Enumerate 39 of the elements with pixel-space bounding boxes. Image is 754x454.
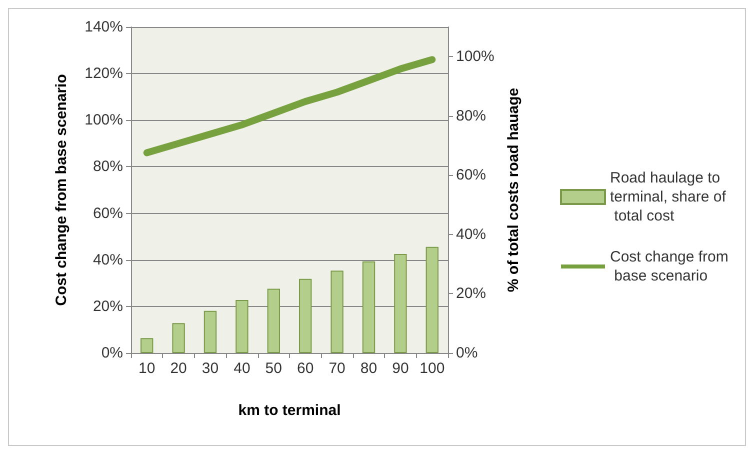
x-axis-title: km to terminal (238, 402, 341, 419)
y2-tick-label: 0% (456, 344, 478, 362)
x-tick-label: 90 (392, 360, 409, 377)
y-tick-label: 80% (92, 158, 123, 176)
bar (267, 288, 280, 353)
x-tick-label: 20 (170, 360, 187, 377)
bar (394, 254, 407, 353)
bar (426, 246, 438, 353)
y-tick-label: 40% (92, 251, 123, 268)
y-tick-label: 100% (84, 112, 123, 129)
legend-label: Cost change from base scenario (610, 248, 728, 284)
y-axis-title: Cost change from base scenario (53, 74, 70, 306)
y2-tick-label: 40% (456, 226, 486, 243)
y2-tick-label: 60% (456, 166, 486, 184)
bar (236, 300, 248, 353)
y-tick-label: 20% (92, 298, 123, 315)
x-tick-label: 40 (234, 360, 250, 377)
y2-axis-title: % of total costs road hauage (505, 88, 522, 292)
bar (299, 278, 312, 353)
y-tick-label: 0% (101, 344, 123, 362)
x-tick-label: 70 (328, 360, 346, 377)
y-tick-label: 140% (84, 18, 123, 36)
x-tick-label: 60 (297, 360, 314, 377)
x-tick-label: 80 (360, 360, 378, 377)
bar (140, 338, 154, 353)
y2-tick-label: 100% (456, 48, 494, 66)
bar (172, 323, 185, 353)
x-tick-label: 50 (265, 360, 282, 377)
y2-tick-label: 80% (456, 107, 486, 124)
legend-label: Road haulage to terminal, share of total cost (610, 170, 727, 224)
x-tick-label: 30 (202, 360, 219, 377)
y2-tick-label: 20% (456, 285, 486, 302)
bar (330, 270, 344, 353)
x-tick-label: 100 (420, 360, 445, 377)
x-tick-label: 10 (138, 360, 156, 377)
bar (204, 310, 217, 353)
bar (362, 261, 376, 353)
y-tick-label: 60% (92, 204, 123, 222)
y-tick-label: 120% (84, 65, 123, 82)
